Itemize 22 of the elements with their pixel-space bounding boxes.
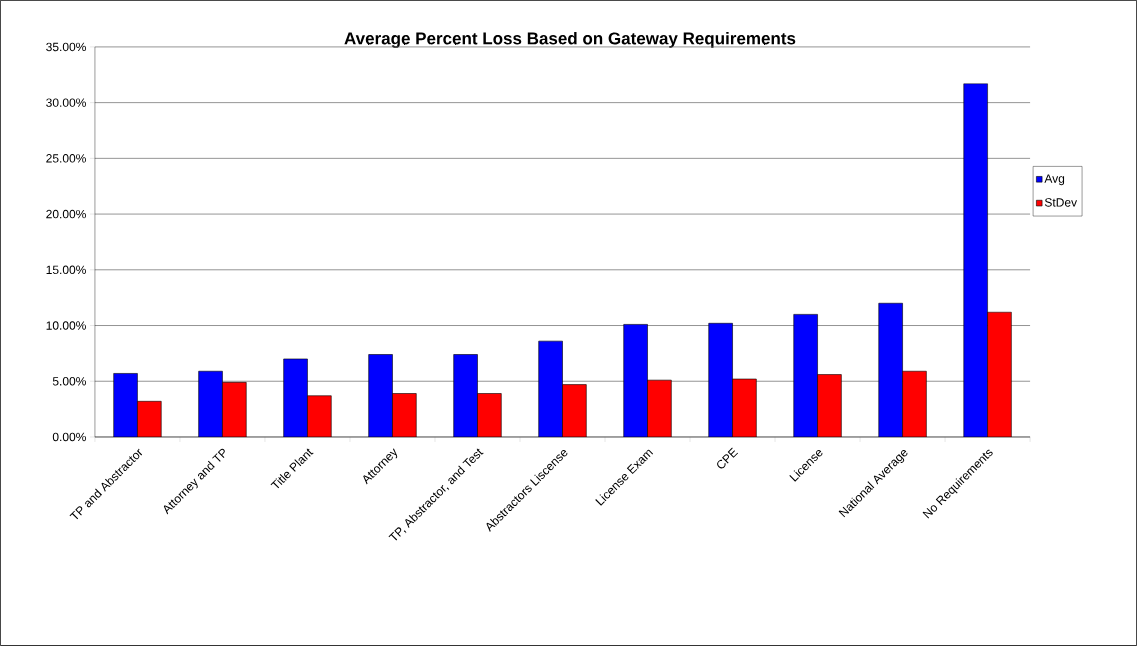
y-tick-label: 35.00% xyxy=(46,42,86,52)
bar xyxy=(878,303,903,438)
y-tick-label: 0.00% xyxy=(52,432,86,442)
y-tick-label: 15.00% xyxy=(46,265,86,275)
bar xyxy=(708,323,733,438)
y-tick-label: 5.00% xyxy=(52,377,86,386)
bar xyxy=(453,354,478,438)
bar xyxy=(623,324,648,438)
bar xyxy=(368,354,393,438)
bar xyxy=(538,341,563,438)
bar xyxy=(283,359,308,438)
y-tick-label: 20.00% xyxy=(46,209,86,219)
bar xyxy=(198,371,223,438)
bar xyxy=(793,314,818,438)
legend-label: Avg xyxy=(1044,174,1065,186)
chart-title: Average Percent Loss Based on Gateway Requirements xyxy=(344,31,796,48)
y-tick-label: 10.00% xyxy=(46,321,86,330)
y-tick-label: 25.00% xyxy=(46,154,86,163)
bar xyxy=(113,373,138,438)
legend-label: StDev xyxy=(1044,198,1078,207)
y-tick-label: 30.00% xyxy=(46,98,86,107)
bar xyxy=(963,83,988,438)
